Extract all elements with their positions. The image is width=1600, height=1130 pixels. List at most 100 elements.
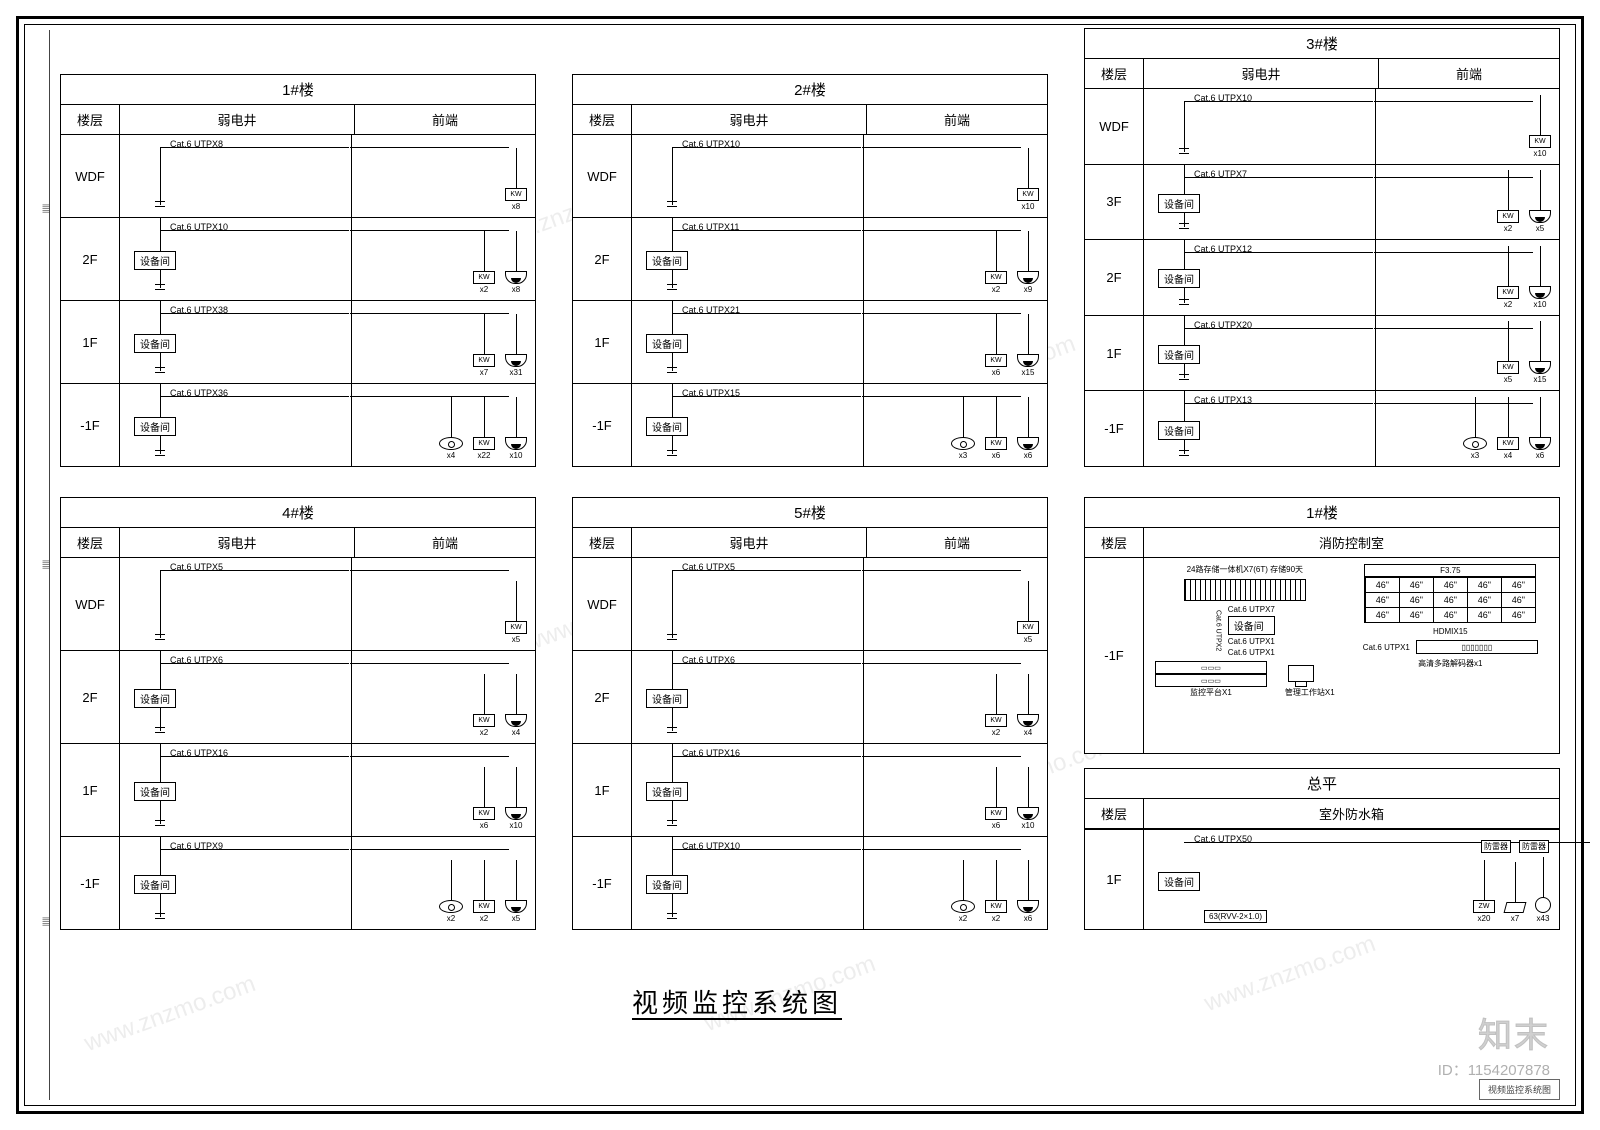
count-label: x2 <box>480 728 488 737</box>
dome-camera-icon <box>505 900 527 913</box>
camera-box-icon: KW <box>473 714 495 727</box>
dome-camera-icon <box>505 271 527 284</box>
dome-camera-icon <box>505 807 527 820</box>
stamp-logo: 知末 <box>1438 1008 1550 1057</box>
riser-line <box>160 570 161 638</box>
row-mid: Cat.6 UTPX36设备间 <box>120 384 352 466</box>
count-label: x20 <box>1478 914 1491 923</box>
device-room-box: 设备间 <box>646 875 688 894</box>
count-label: x43 <box>1537 914 1550 923</box>
left-strip: ||||||||||||||| <box>31 30 50 1100</box>
building-rows: WDFCat.6 UTPX5KWx52FCat.6 UTPX6设备间KWx2x4… <box>573 558 1047 929</box>
dome-camera-icon <box>1017 354 1039 367</box>
server-icon: ▭▭▭ <box>1155 661 1267 674</box>
hbar <box>672 756 861 757</box>
row-end: KWx5x15 <box>1376 316 1559 391</box>
row-mid: Cat.6 UTPX10 <box>1144 89 1376 164</box>
row-end: 防雷器 防雷器 ZWx20x7x43 <box>1334 830 1559 929</box>
device-drop: KWx6 <box>985 437 1007 460</box>
table-row: WDFCat.6 UTPX5KWx5 <box>573 558 1047 650</box>
device-room-box: 设备间 <box>134 334 176 353</box>
control-row: -1F 24路存储一体机X7(6T) 存储90天 Cat.6 UTPX2 Cat… <box>1085 558 1559 753</box>
building-title: 1#楼 <box>61 75 535 105</box>
row-mid: Cat.6 UTPX10 <box>632 135 864 217</box>
floor-label: 2F <box>1085 240 1144 315</box>
hbar <box>160 849 349 850</box>
device-drop: KWx2 <box>1497 210 1519 233</box>
row-end: x3KWx4x6 <box>1376 391 1559 466</box>
row-end: x3KWx6x6 <box>864 384 1047 466</box>
building-title: 4#楼 <box>61 498 535 528</box>
device-drop: x43 <box>1535 897 1551 923</box>
count-label: x4 <box>1024 728 1032 737</box>
row-end: KWx6x10 <box>864 744 1047 836</box>
table-header: 楼层 弱电井 前端 <box>61 528 535 558</box>
device-drop: x3 <box>1463 437 1487 460</box>
building-rows: WDFCat.6 UTPX5KWx52FCat.6 UTPX6设备间KWx2x4… <box>61 558 535 929</box>
device-drop: x8 <box>505 271 527 294</box>
count-label: x4 <box>512 728 520 737</box>
row-mid: Cat.6 UTPX38设备间 <box>120 301 352 383</box>
count-label: x5 <box>512 635 520 644</box>
building-2: 2#楼 楼层 弱电井 前端 WDFCat.6 UTPX10KWx102FCat.… <box>572 74 1048 467</box>
titleblock: 视频监控系统图 <box>1479 1079 1560 1100</box>
table-row: -1FCat.6 UTPX15设备间x3KWx6x6 <box>573 383 1047 466</box>
row-end: x2KWx2x6 <box>864 837 1047 929</box>
building-1: 1#楼 楼层 弱电井 前端 WDFCat.6 UTPX8KWx82FCat.6 … <box>60 74 536 467</box>
row-mid: Cat.6 UTPX6设备间 <box>632 651 864 743</box>
building-title: 1#楼 <box>1085 498 1559 528</box>
device-drop: KWx5 <box>505 621 527 644</box>
hbar <box>1184 101 1373 102</box>
device-drop: x5 <box>1529 210 1551 233</box>
camera-box-icon: KW <box>473 900 495 913</box>
camera-box-icon: KW <box>1529 135 1551 148</box>
outdoor-header-label: 室外防水箱 <box>1144 799 1559 828</box>
device-room-box: 设备间 <box>646 417 688 436</box>
count-label: x3 <box>959 451 967 460</box>
device-drop: x4 <box>505 714 527 737</box>
device-drop: KWx7 <box>473 354 495 377</box>
rvv-cable-box: 63(RVV-2×1.0) <box>1204 910 1267 923</box>
row-mid: Cat.6 UTPX21设备间 <box>632 301 864 383</box>
floor-label: -1F <box>1085 558 1144 753</box>
floor-label: 2F <box>61 218 120 300</box>
control-header-label: 消防控制室 <box>1144 528 1559 557</box>
row-end: KWx2x8 <box>352 218 535 300</box>
camera-drops: x2KWx2x6 <box>951 849 1039 923</box>
device-room-box: 设备间 <box>134 689 176 708</box>
floor-label: -1F <box>1085 391 1144 466</box>
camera-drops: x3KWx4x6 <box>1463 403 1551 460</box>
floor-label: 1F <box>1085 316 1144 391</box>
camera-drops: KWx6x10 <box>985 756 1039 830</box>
camera-box-icon: KW <box>1017 188 1039 201</box>
watermark-stamp: 知末 ID：1154207878 <box>1438 1008 1550 1080</box>
floor-label: WDF <box>61 135 120 217</box>
riser-line <box>672 147 673 205</box>
device-room-box: 设备间 <box>1158 872 1200 891</box>
row-mid: Cat.6 UTPX10设备间 <box>120 218 352 300</box>
camera-box-icon: KW <box>1497 210 1519 223</box>
camera-drops: KWx7x31 <box>473 313 527 377</box>
table-row: 1FCat.6 UTPX20设备间KWx5x15 <box>1085 315 1559 391</box>
device-drop: x4 <box>439 437 463 460</box>
count-label: x10 <box>510 451 523 460</box>
table-row: 1FCat.6 UTPX38设备间KWx7x31 <box>61 300 535 383</box>
device-room-box: 设备间 <box>1158 269 1200 288</box>
hbar <box>1184 252 1373 253</box>
stamp-id: ID：1154207878 <box>1438 1059 1550 1080</box>
row-end: KWx2x4 <box>864 651 1047 743</box>
building-rows: WDFCat.6 UTPX8KWx82FCat.6 UTPX10设备间KWx2x… <box>61 135 535 466</box>
device-room-box: 设备间 <box>646 334 688 353</box>
count-label: x2 <box>1504 300 1512 309</box>
building-title: 5#楼 <box>573 498 1047 528</box>
hdmi-label: HDMIX15 <box>1433 627 1468 636</box>
row-mid: Cat.6 UTPX20设备间 <box>1144 316 1376 391</box>
floor-label: -1F <box>61 837 120 929</box>
count-label: x2 <box>480 285 488 294</box>
count-label: x8 <box>512 202 520 211</box>
header-shaft: 弱电井 <box>120 105 355 134</box>
table-row: -1FCat.6 UTPX36设备间x4KWx22x10 <box>61 383 535 466</box>
device-drop: KWx10 <box>1017 188 1039 211</box>
row-mid: Cat.6 UTPX8 <box>120 135 352 217</box>
camera-drops: KWx8 <box>505 147 527 211</box>
